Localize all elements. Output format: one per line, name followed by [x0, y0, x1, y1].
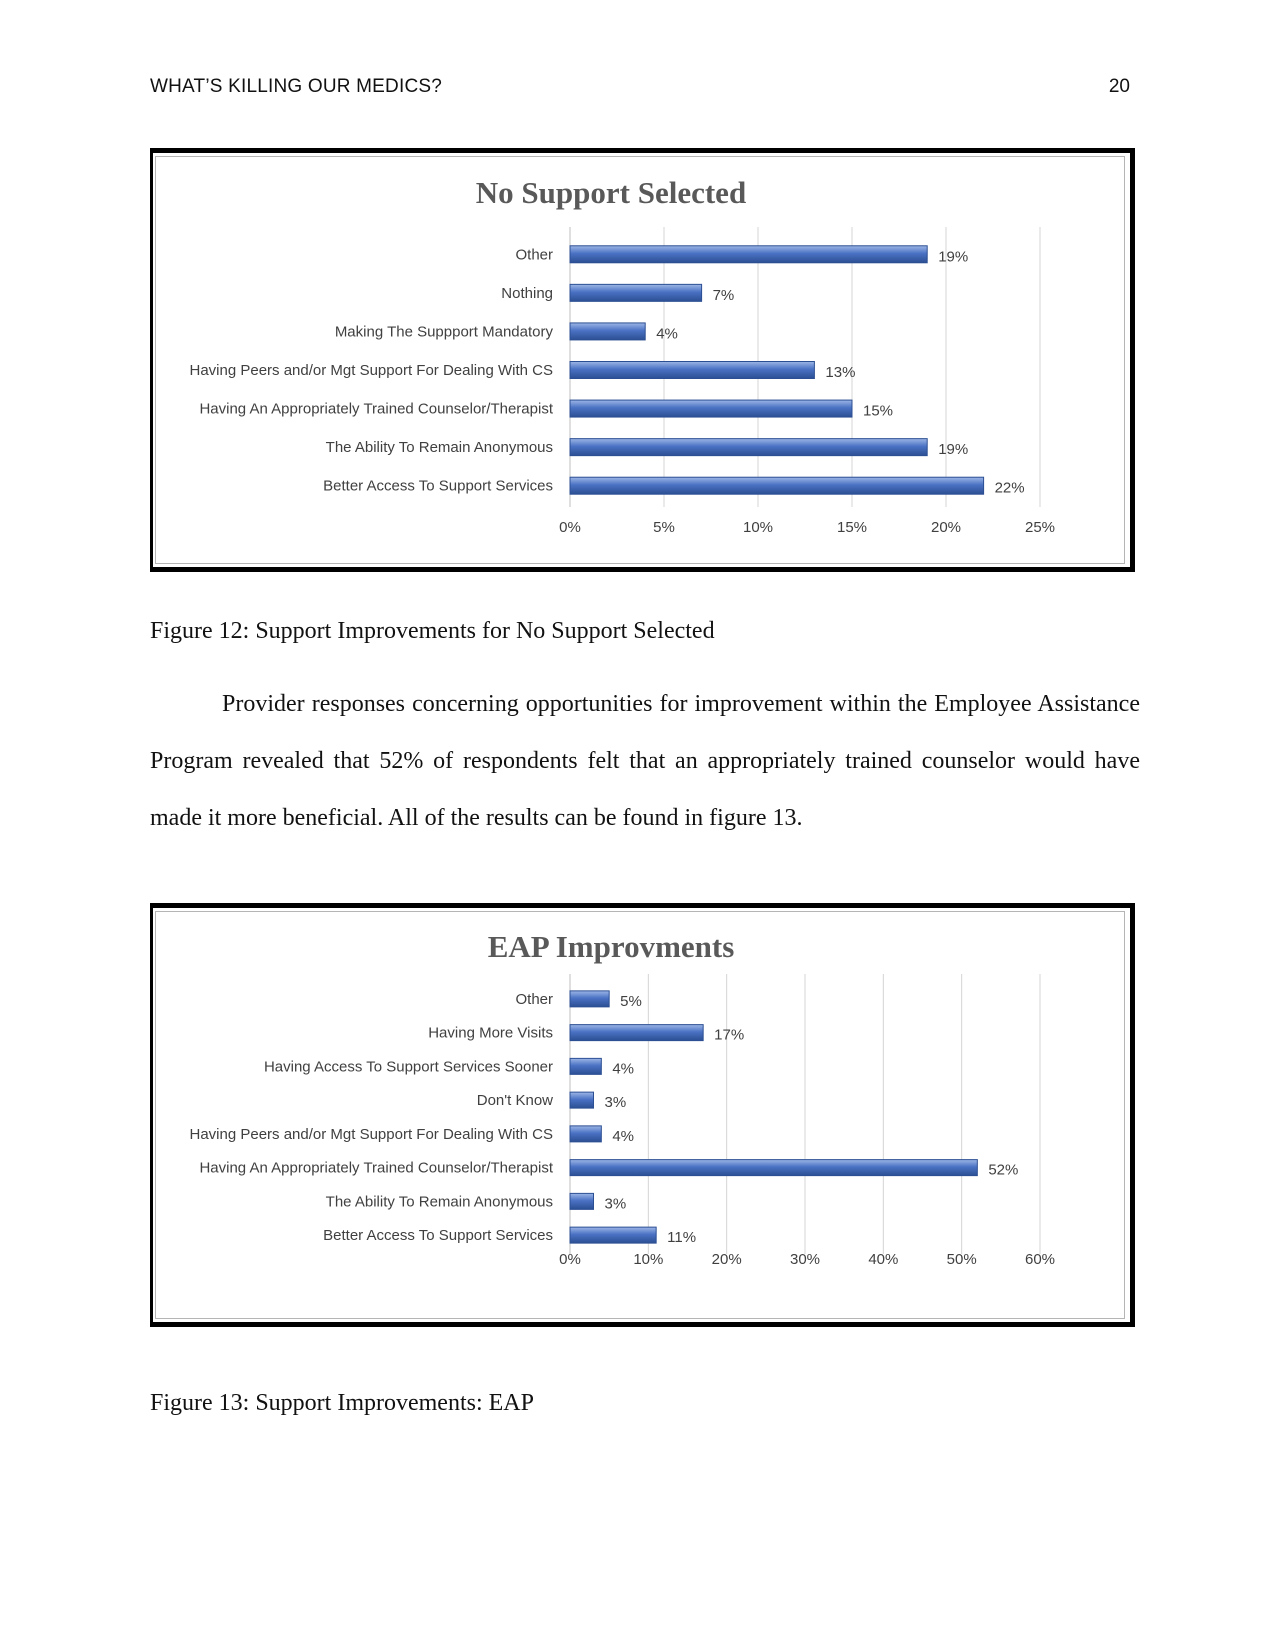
- category-label: The Ability To Remain Anonymous: [326, 439, 553, 456]
- bar: [569, 399, 853, 418]
- bar: [569, 1057, 602, 1075]
- x-tick-label: 0%: [559, 519, 581, 536]
- bar: [569, 245, 928, 264]
- data-label: 15%: [863, 403, 893, 420]
- data-label: 52%: [988, 1162, 1018, 1179]
- data-label: 4%: [612, 1128, 634, 1145]
- category-label: The Ability To Remain Anonymous: [326, 1193, 553, 1210]
- data-label: 11%: [667, 1229, 696, 1246]
- x-tick-label: 25%: [1025, 519, 1055, 536]
- data-label: 13%: [825, 364, 855, 381]
- figure-12-chart: No Support Selected 0% 5% 10% 15% 20% 25% Other…: [150, 148, 1135, 572]
- data-label: 19%: [938, 248, 968, 265]
- data-label: 4%: [656, 325, 678, 342]
- data-label: 17%: [714, 1027, 744, 1044]
- x-tick-label: 40%: [868, 1251, 898, 1268]
- category-label: Having Peers and/or Mgt Support For Deal…: [190, 1126, 554, 1143]
- data-label: 4%: [612, 1060, 634, 1077]
- bar: [569, 322, 646, 341]
- x-tick-label: 5%: [653, 519, 675, 536]
- data-label: 22%: [995, 480, 1025, 497]
- category-label: Better Access To Support Services: [323, 478, 553, 495]
- category-label: Having Access To Support Services Sooner: [264, 1058, 553, 1075]
- bar: [569, 1226, 657, 1244]
- bar: [569, 283, 703, 302]
- chart-eap-improvements: EAP Improvments 0% 10% 20% 30% 40% 50% 60% Other…: [190, 929, 1056, 1268]
- bar: [569, 1091, 594, 1109]
- category-label: Having An Appropriately Trained Counselo…: [199, 401, 553, 418]
- category-label: Better Access To Support Services: [323, 1227, 553, 1244]
- chart-no-support-selected: No Support Selected 0% 5% 10% 15% 20% 25% Other…: [190, 175, 1056, 536]
- category-label: Making The Suppport Mandatory: [335, 323, 554, 340]
- paragraph-text: Provider responses concerning opportunit…: [150, 691, 1140, 831]
- bar: [569, 476, 985, 495]
- x-tick-label: 50%: [947, 1251, 977, 1268]
- data-label: 7%: [713, 287, 735, 304]
- running-head: WHAT’S KILLING OUR MEDICS?: [150, 76, 442, 97]
- chart-title: No Support Selected: [476, 175, 746, 210]
- bar: [569, 990, 610, 1008]
- category-label: Having Peers and/or Mgt Support For Deal…: [190, 362, 554, 379]
- data-label: 3%: [605, 1094, 627, 1111]
- figure-13-chart: EAP Improvments 0% 10% 20% 30% 40% 50% 60% Other…: [150, 903, 1135, 1327]
- category-label: Don't Know: [477, 1092, 553, 1109]
- data-label: 5%: [620, 993, 642, 1010]
- x-tick-label: 15%: [837, 519, 867, 536]
- bar: [569, 1159, 978, 1177]
- bar: [569, 1192, 594, 1210]
- category-label: Having More Visits: [428, 1025, 553, 1042]
- x-tick-label: 10%: [743, 519, 773, 536]
- bar: [569, 361, 815, 379]
- x-tick-label: 20%: [931, 519, 961, 536]
- x-tick-label: 20%: [712, 1251, 742, 1268]
- x-tick-label: 60%: [1025, 1251, 1055, 1268]
- data-label: 19%: [938, 441, 968, 458]
- data-label: 3%: [605, 1195, 627, 1212]
- bar: [569, 1125, 602, 1143]
- chart-title: EAP Improvments: [488, 929, 735, 964]
- x-tick-label: 0%: [559, 1251, 581, 1268]
- page-number: 20: [1108, 76, 1130, 97]
- bar: [569, 438, 928, 457]
- bar: [569, 1024, 704, 1042]
- x-tick-label: 10%: [633, 1251, 663, 1268]
- category-label: Nothing: [501, 285, 553, 302]
- figure-13-caption: Figure 13: Support Improvements: EAP: [150, 1390, 534, 1416]
- x-tick-label: 30%: [790, 1251, 820, 1268]
- category-label: Other: [515, 991, 553, 1008]
- category-label: Other: [515, 246, 553, 263]
- figure-12-caption: Figure 12: Support Improvements for No S…: [150, 618, 715, 644]
- body-paragraph: Provider responses concerning opportunit…: [150, 676, 1140, 847]
- category-label: Having An Appropriately Trained Counselo…: [199, 1160, 553, 1177]
